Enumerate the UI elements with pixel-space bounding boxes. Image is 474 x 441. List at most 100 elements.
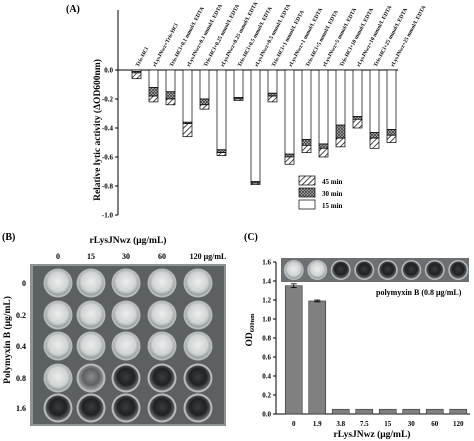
plate-well: [113, 302, 139, 328]
panel-c-bars: [284, 283, 468, 415]
plate-well: [149, 333, 175, 359]
panel-b-column-labels: 0 15 30 60 120 μg/mL: [56, 252, 226, 261]
legend-label-30: 30 min: [322, 190, 343, 198]
plate-well: [78, 270, 104, 296]
panel-a-y-ticks: 0.0 -0.2 -0.4 -0.6 -0.8 -1.0: [102, 67, 118, 220]
a-bar-segment: [131, 72, 142, 80]
panel-c-x-ticks: 0 1.9 3.8 7.5 15 30 60 120: [292, 420, 464, 428]
a-bar-segment: [369, 137, 380, 149]
a-bar-segment: [267, 69, 278, 94]
legend-swatch-45: [298, 175, 316, 186]
a-y-tick-label: -0.8: [102, 183, 114, 191]
plate-column-label: 60: [158, 252, 166, 261]
c-strip-well: [402, 261, 420, 279]
panel-b-title: rLysJNwz (μg/mL): [90, 235, 167, 246]
panel-c-y-axis-title: OD600nm: [245, 313, 256, 347]
panel-a-bars: [131, 69, 397, 185]
a-bar-segment: [318, 143, 329, 149]
panel-a-y-axis-title: Relative lytic activity (ΔOD600nm): [92, 59, 103, 201]
a-bar-segment: [335, 69, 346, 126]
c-x-tick-label: 15: [384, 420, 392, 428]
c-strip-well: [285, 261, 303, 279]
a-bar-segment: [199, 69, 210, 100]
panel-b-row-axis-title: Polymyxin B (μg/mL): [2, 296, 13, 384]
c-y-tick-label: 0.6: [262, 354, 271, 362]
c-x-tick-label: 30: [408, 420, 416, 428]
a-bar-segment: [352, 69, 363, 117]
c-strip-well: [426, 261, 444, 279]
plate-well: [185, 302, 211, 328]
plate-well: [78, 302, 104, 328]
plate-well: [45, 333, 71, 359]
a-bar-segment: [165, 98, 176, 106]
plate-well: [45, 270, 71, 296]
plate-well: [78, 365, 104, 391]
c-x-tick-label: 1.9: [313, 420, 322, 428]
panel-c-annotation: polymyxin B (0.8 μg/mL): [376, 288, 462, 297]
c-y-tick-label: 0.0: [262, 411, 271, 419]
plate-well: [185, 333, 211, 359]
a-bar-segment: [165, 91, 176, 100]
a-bar-segment: [386, 69, 397, 130]
a-y-tick-label: -0.4: [102, 125, 114, 133]
a-y-tick-label: 0.0: [104, 67, 113, 75]
a-bar-segment: [182, 69, 193, 123]
c-y-tick-label: 0.2: [262, 392, 271, 400]
plate-well: [78, 333, 104, 359]
panel-c-x-axis-title: rLysJNwz (μg/mL): [334, 429, 411, 440]
a-bar-segment: [233, 69, 244, 98]
a-bar-segment: [165, 69, 176, 93]
plate-well: [113, 395, 139, 421]
a-bar-segment: [318, 69, 329, 145]
c-x-tick-label: 0: [292, 420, 296, 428]
plate-well: [185, 395, 211, 421]
plate-well: [78, 395, 104, 421]
a-bar-segment: [301, 145, 312, 153]
c-y-tick-label: 1.4: [262, 278, 271, 286]
c-strip-well: [449, 261, 467, 279]
c-strip-well: [355, 261, 373, 279]
a-y-tick-label: -0.6: [102, 154, 114, 162]
plate-row-label: 1.6: [16, 404, 26, 413]
a-category-label: Tris-HCl: [135, 46, 150, 68]
plate-row-label: 0: [22, 279, 26, 288]
panel-c-label: (C): [244, 232, 258, 243]
plate-wells: [43, 268, 213, 423]
plate-row-label: 0.8: [16, 374, 26, 383]
a-bar-segment: [335, 124, 346, 139]
a-bar-segment: [267, 95, 278, 103]
plate-well: [149, 365, 175, 391]
c-bar: [425, 408, 444, 415]
a-bar-segment: [199, 98, 210, 106]
plate-well: [149, 395, 175, 421]
plate-well: [185, 365, 211, 391]
a-bar-segment: [284, 156, 295, 165]
c-y-tick-label: 0.8: [262, 335, 271, 343]
a-bar-segment: [301, 139, 312, 146]
plate-well: [113, 270, 139, 296]
plate-well: [45, 302, 71, 328]
legend-label-15: 15 min: [322, 202, 343, 210]
c-strip-well: [332, 261, 350, 279]
c-bar: [284, 285, 303, 415]
plate-well: [45, 365, 71, 391]
c-bar: [308, 300, 327, 415]
a-bar-segment: [148, 95, 159, 103]
plate-column-label: 120 μg/mL: [190, 252, 227, 261]
legend-label-45: 45 min: [322, 178, 343, 186]
plate-well: [149, 302, 175, 328]
a-category-label: rLysJNwz+25 mmol/L EDTA: [390, 5, 427, 68]
c-x-tick-label: 120: [453, 420, 464, 428]
a-bar-segment: [199, 104, 210, 110]
panel-c-y-ticks: 0.0 0.2 0.4 0.6 0.8 1.0 1.2 1.4 1.6: [262, 259, 276, 419]
plate-well: [45, 395, 71, 421]
panel-b: (B) rLysJNwz (μg/mL) 0 15 30 60 120 μg/mL 00…: [2, 232, 226, 426]
panel-a: (A) 0.0 -0.2 -0.4 -0.6 -0.8 -1.0 Relative lyt…: [66, 1, 427, 219]
a-category-label: Tris-HCl+1 mmol/L EDTA: [271, 10, 306, 68]
plate-column-label: 0: [56, 252, 60, 261]
plate-column-label: 30: [122, 252, 130, 261]
a-bar-segment: [318, 147, 329, 158]
a-bar-segment: [216, 69, 227, 151]
